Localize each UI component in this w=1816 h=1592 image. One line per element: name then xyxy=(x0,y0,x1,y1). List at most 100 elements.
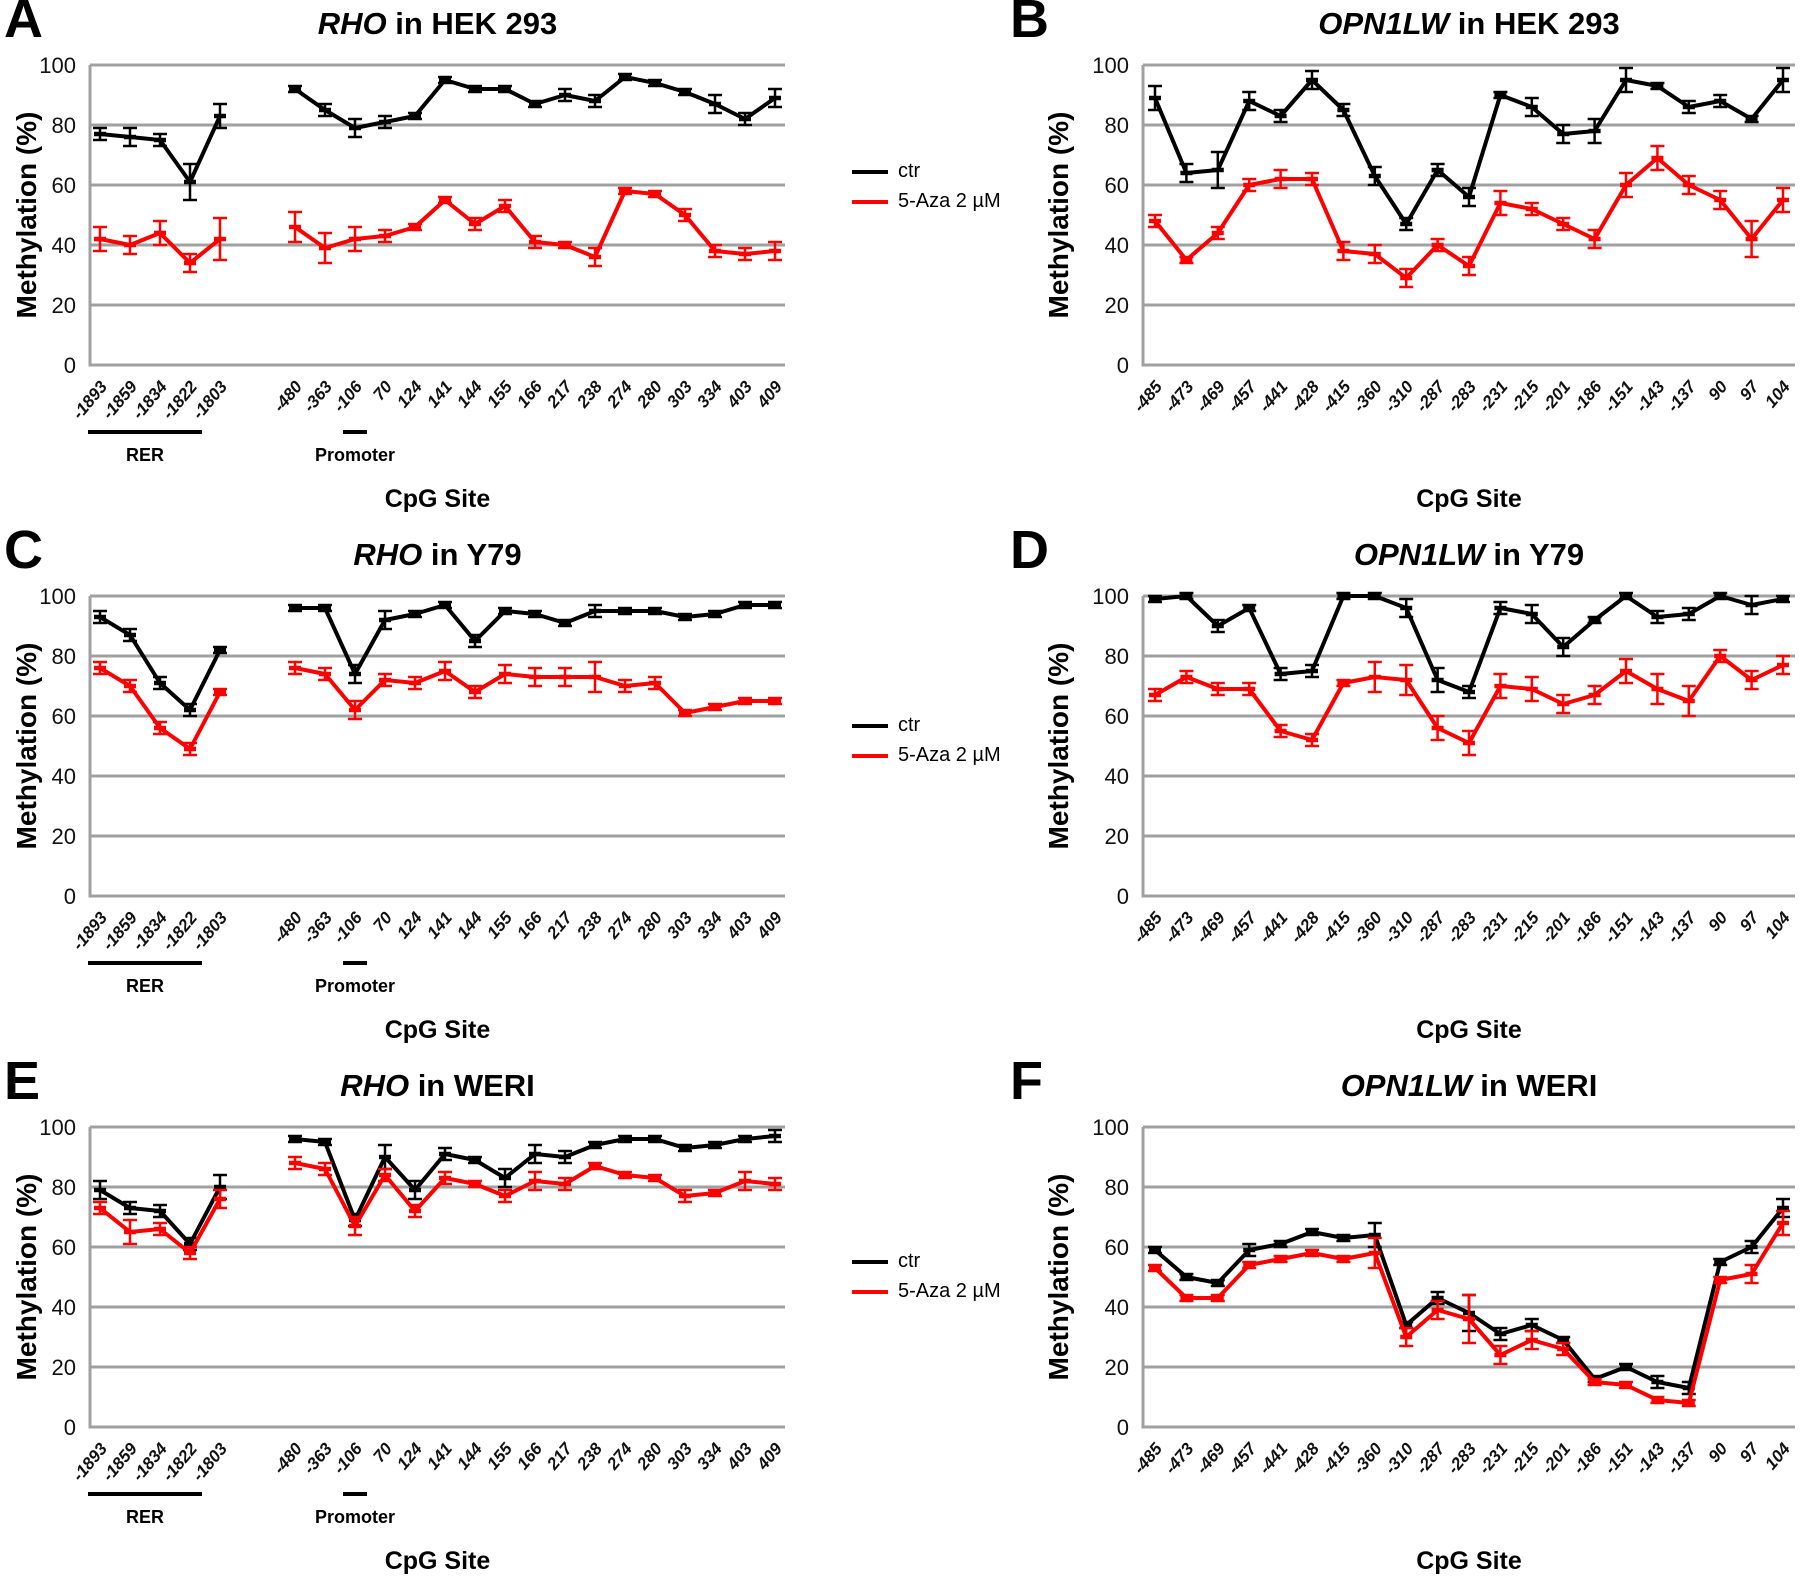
svg-text:-360: -360 xyxy=(1349,377,1386,416)
svg-text:-287: -287 xyxy=(1412,1438,1449,1477)
svg-text:-137: -137 xyxy=(1663,907,1700,946)
chart-title-e: RHO in WERI xyxy=(90,1068,785,1104)
svg-text:60: 60 xyxy=(1105,173,1129,198)
chart-plot-d: 0 20 40 60 80 100 -485-473-469-457-441-428-415… xyxy=(1043,584,1795,1044)
svg-text:-106: -106 xyxy=(330,1439,367,1478)
svg-text:-480: -480 xyxy=(270,908,307,947)
legend-label-ctr: ctr xyxy=(898,160,921,182)
svg-text:0: 0 xyxy=(64,884,76,909)
svg-text:-363: -363 xyxy=(300,908,337,947)
panel-letter-a: A xyxy=(4,0,43,49)
svg-text:-137: -137 xyxy=(1663,376,1700,415)
svg-text:90: 90 xyxy=(1705,1439,1732,1466)
svg-text:-428: -428 xyxy=(1287,1439,1324,1478)
svg-text:80: 80 xyxy=(1105,1175,1129,1200)
svg-text:-485: -485 xyxy=(1130,377,1167,416)
gene-name: OPN1LW xyxy=(1318,6,1450,41)
svg-text:274: 274 xyxy=(603,908,637,943)
legend-label-aza: 5-Aza 2 µM xyxy=(898,744,1001,766)
svg-text:-1803: -1803 xyxy=(189,1439,232,1485)
legend-label-aza: 5-Aza 2 µM xyxy=(898,190,1001,212)
aza-line-swatch xyxy=(852,753,888,758)
svg-text:-441: -441 xyxy=(1255,908,1291,946)
title-suffix: in WERI xyxy=(409,1068,535,1103)
svg-text:60: 60 xyxy=(52,704,76,729)
svg-text:100: 100 xyxy=(39,53,76,78)
svg-text:-186: -186 xyxy=(1569,1439,1606,1478)
legend-item-ctr: ctr xyxy=(852,160,1001,183)
svg-text:0: 0 xyxy=(64,353,76,378)
panel-letter-e: E xyxy=(4,1051,41,1111)
svg-text:70: 70 xyxy=(369,908,396,935)
chart-title-f: OPN1LW in WERI xyxy=(1143,1068,1795,1104)
svg-text:90: 90 xyxy=(1705,377,1732,404)
svg-text:100: 100 xyxy=(1092,584,1129,609)
svg-text:Methylation (%): Methylation (%) xyxy=(11,643,42,850)
svg-text:70: 70 xyxy=(369,377,396,404)
svg-text:-415: -415 xyxy=(1318,377,1355,416)
svg-text:-469: -469 xyxy=(1192,908,1229,947)
svg-text:80: 80 xyxy=(52,113,76,138)
ctr-line-swatch xyxy=(852,1259,888,1264)
svg-text:Promoter: Promoter xyxy=(315,1507,395,1527)
svg-text:280: 280 xyxy=(633,908,667,943)
svg-text:Promoter: Promoter xyxy=(315,445,395,465)
svg-text:40: 40 xyxy=(1105,233,1129,258)
svg-text:20: 20 xyxy=(1105,824,1129,849)
svg-text:-283: -283 xyxy=(1444,1439,1481,1478)
svg-text:CpG Site: CpG Site xyxy=(385,1547,491,1575)
svg-text:141: 141 xyxy=(423,1439,456,1473)
panel-e: E RHO in WERI 0 20 40 60 80 100 -1893 -1859 -183… xyxy=(0,1054,880,1592)
svg-text:-201: -201 xyxy=(1538,908,1574,946)
svg-text:403: 403 xyxy=(723,908,757,943)
chart-title-b: OPN1LW in HEK 293 xyxy=(1143,6,1795,42)
legend-row3: ctr 5-Aza 2 µM xyxy=(852,1250,1001,1303)
svg-text:80: 80 xyxy=(1105,113,1129,138)
svg-text:80: 80 xyxy=(52,644,76,669)
title-suffix: in WERI xyxy=(1471,1068,1598,1103)
svg-text:303: 303 xyxy=(663,908,696,942)
svg-text:Promoter: Promoter xyxy=(315,976,395,996)
svg-text:-415: -415 xyxy=(1318,908,1355,947)
svg-text:-441: -441 xyxy=(1255,1439,1291,1477)
panel-d: D OPN1LW in Y79 0 20 40 60 80 100 -485 -473 -469… xyxy=(880,523,1816,1062)
gene-name: RHO xyxy=(340,1068,410,1103)
svg-text:60: 60 xyxy=(1105,1235,1129,1260)
svg-text:104: 104 xyxy=(1761,377,1794,411)
svg-text:280: 280 xyxy=(633,1439,667,1474)
svg-text:0: 0 xyxy=(1117,353,1129,378)
title-suffix: in HEK 293 xyxy=(386,6,558,41)
svg-text:-151: -151 xyxy=(1601,908,1637,946)
svg-text:20: 20 xyxy=(1105,293,1129,318)
svg-text:155: 155 xyxy=(483,1439,516,1473)
svg-text:403: 403 xyxy=(723,1439,757,1474)
svg-text:-186: -186 xyxy=(1569,377,1606,416)
svg-text:CpG Site: CpG Site xyxy=(1416,1547,1522,1575)
svg-text:40: 40 xyxy=(52,233,76,258)
svg-text:Methylation (%): Methylation (%) xyxy=(1043,1174,1074,1381)
panel-letter-c: C xyxy=(4,520,43,580)
gene-name: RHO xyxy=(353,537,423,572)
svg-text:80: 80 xyxy=(1105,644,1129,669)
svg-text:166: 166 xyxy=(513,1439,546,1473)
svg-text:-485: -485 xyxy=(1130,1439,1167,1478)
panel-f: F OPN1LW in WERI 0 20 40 60 80 100 -485 -473 -46… xyxy=(880,1054,1816,1592)
svg-text:144: 144 xyxy=(453,1439,486,1473)
svg-text:-428: -428 xyxy=(1287,377,1324,416)
panel-letter-b: B xyxy=(1010,0,1049,49)
svg-text:409: 409 xyxy=(753,908,787,943)
svg-text:-201: -201 xyxy=(1538,1439,1574,1477)
svg-text:-287: -287 xyxy=(1412,907,1449,946)
svg-text:-231: -231 xyxy=(1475,1439,1511,1477)
svg-text:-283: -283 xyxy=(1444,377,1481,416)
svg-text:-310: -310 xyxy=(1381,377,1418,416)
svg-text:217: 217 xyxy=(543,1438,577,1474)
svg-text:40: 40 xyxy=(52,764,76,789)
svg-text:-310: -310 xyxy=(1381,908,1418,947)
legend-label-ctr: ctr xyxy=(898,714,921,736)
svg-text:-1803: -1803 xyxy=(189,908,232,954)
svg-text:124: 124 xyxy=(393,377,426,411)
svg-text:-360: -360 xyxy=(1349,1439,1386,1478)
svg-text:-137: -137 xyxy=(1663,1438,1700,1477)
svg-text:-480: -480 xyxy=(270,1439,307,1478)
